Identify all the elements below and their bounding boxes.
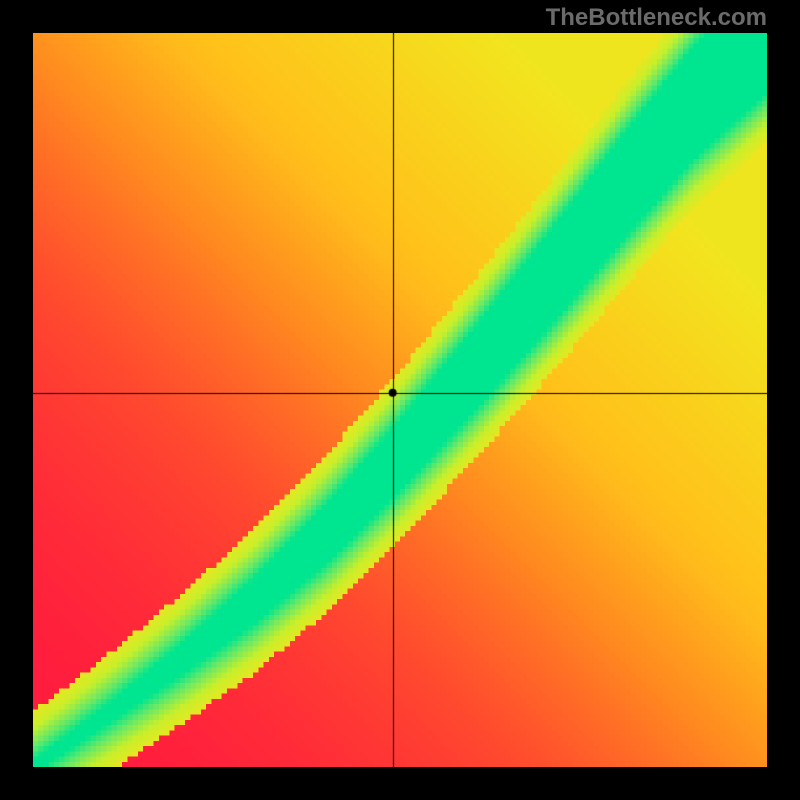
crosshair-overlay xyxy=(33,33,767,767)
chart-container: TheBottleneck.com xyxy=(0,0,800,800)
watermark-text: TheBottleneck.com xyxy=(546,4,767,32)
